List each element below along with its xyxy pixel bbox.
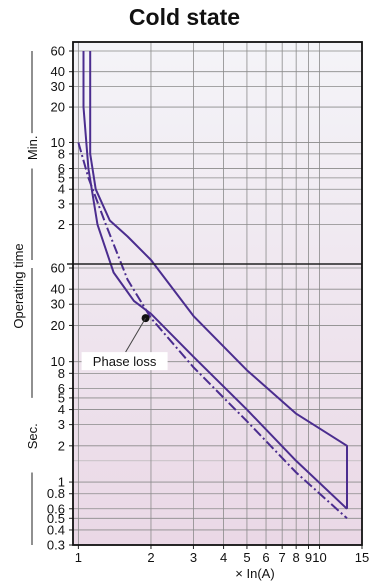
y-tick-label: 3 [58,417,65,432]
x-tick-label: 6 [262,550,269,565]
y-tick-label: 0.3 [47,538,65,553]
x-tick-label: 7 [279,550,286,565]
series-layer [77,51,348,520]
y-tick-label: 0.8 [47,486,65,501]
series-line-1 [89,51,348,509]
annotation-label: Phase loss [93,354,157,369]
x-tick-label: 4 [220,550,227,565]
x-tick-label: 5 [243,550,250,565]
y-section-label-seconds: Sec. [25,423,40,449]
y-tick-label: 8 [58,146,65,161]
y-tick-label: 30 [51,297,65,312]
y-tick-label: 20 [51,100,65,115]
x-tick-label: 1 [75,550,82,565]
y-tick-label: 0.6 [47,501,65,516]
y-tick-label: 1 [58,475,65,490]
x-tick-label: 8 [293,550,300,565]
y-section-label-minutes: Min. [25,136,40,161]
y-tick-label: 30 [51,79,65,94]
y-tick-label: 5 [58,390,65,405]
y-tick-label: 2 [58,438,65,453]
y-tick-label: 0.4 [47,522,65,537]
annotation-leader [125,317,147,353]
plot-frame [72,41,363,546]
x-tick-label: 2 [147,550,154,565]
chart-title: Cold state [128,4,241,30]
y-tick-label: 40 [51,282,65,297]
y-tick-label: 60 [51,261,65,276]
y-tick-label: 2 [58,217,65,232]
x-tick-label: 9 [305,550,312,565]
y-tick-label: 10 [51,354,65,369]
axes [31,41,363,549]
y-tick-label: 10 [51,135,65,150]
y-tick-label: 6 [58,161,65,176]
y-tick-label: 60 [51,44,65,59]
y-tick-label: 40 [51,64,65,79]
grid-lines [73,42,363,546]
annotation-layer: Phase loss [81,314,168,371]
series-line-2 [82,51,348,510]
series-line-3 [77,142,348,520]
x-tick-label: 3 [190,550,197,565]
y-tick-label: 20 [51,318,65,333]
y-tick-label: 4 [58,182,65,197]
y-tick-label: 8 [58,366,65,381]
y-tick-label: 6 [58,381,65,396]
annotation-box [81,352,168,371]
y-axis-label: Operating time [11,243,26,328]
x-tick-label: 10 [312,550,326,565]
tick-labels: 6040302010865432604030201086543210.80.60… [11,44,369,582]
x-axis-label: × In(A) [235,566,274,581]
y-tick-label: 4 [58,402,65,417]
y-tick-label: 0.5 [47,511,65,526]
y-tick-label: 5 [58,170,65,185]
plot-background [73,42,362,545]
y-tick-label: 3 [58,196,65,211]
x-tick-label: 15 [355,550,369,565]
